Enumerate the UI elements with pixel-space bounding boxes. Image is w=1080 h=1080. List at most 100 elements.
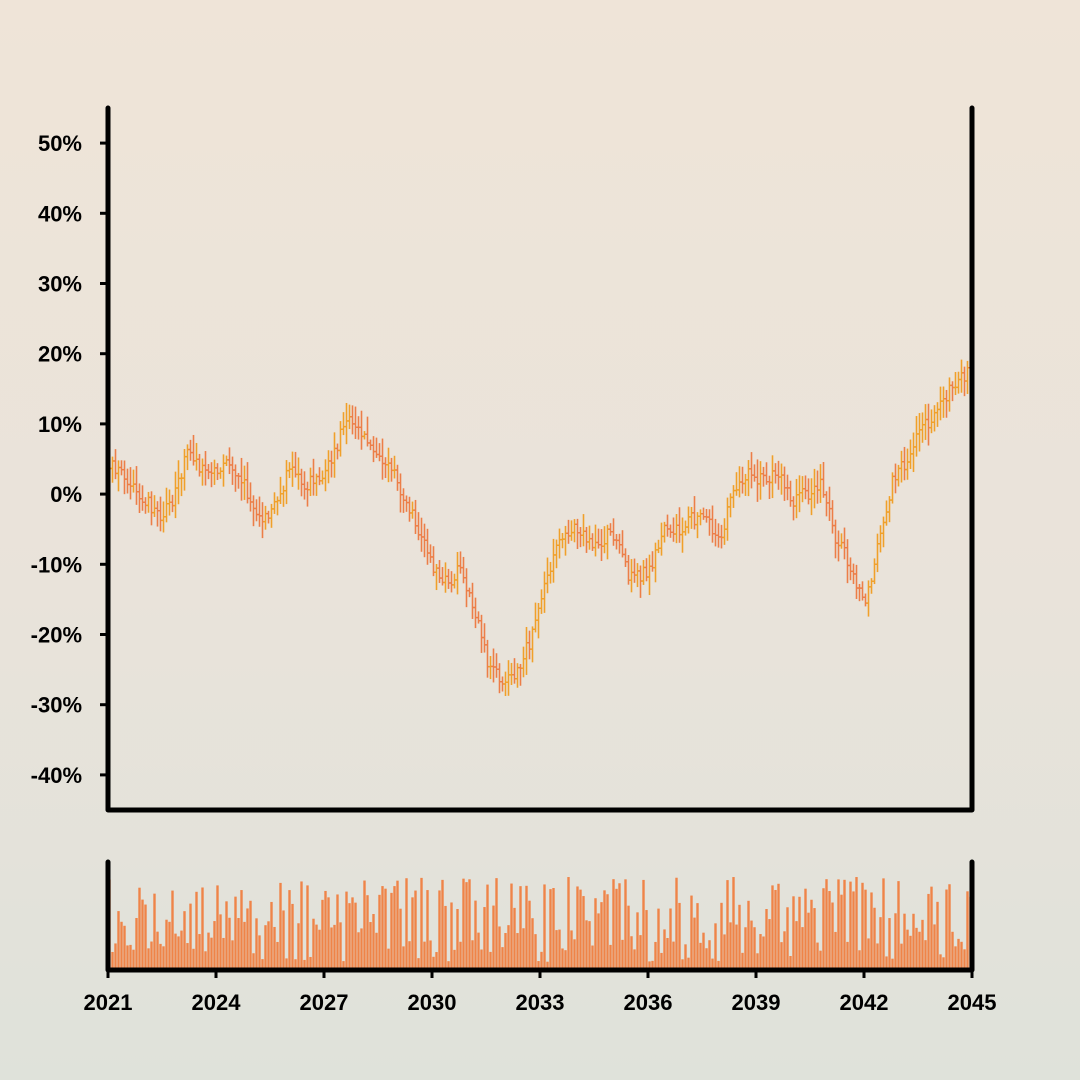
ohlc-bar [404, 495, 409, 512]
ohlc-bar [494, 653, 499, 678]
volume-bar [630, 936, 633, 970]
ohlc-bar [665, 514, 670, 537]
volume-bar [777, 883, 780, 970]
ohlc-bar [941, 386, 946, 418]
volume-bar [801, 927, 804, 970]
ohlc-bar [767, 475, 772, 500]
ohlc-bar [296, 457, 301, 490]
ohlc-bar [275, 496, 280, 516]
ohlc-bar [710, 505, 715, 543]
ohlc-bar [959, 359, 964, 393]
ohlc-bar [608, 523, 613, 536]
ohlc-bar [509, 662, 514, 686]
ohlc-bar [482, 623, 487, 653]
ohlc-bar [140, 485, 145, 511]
ohlc-bar [917, 413, 922, 452]
ohlc-bar [641, 560, 646, 585]
ohlc-bar [632, 558, 637, 583]
ohlc-bar [683, 520, 688, 536]
volume-bar [258, 935, 261, 970]
volume-bar [843, 879, 846, 970]
ohlc-bar [179, 473, 184, 497]
volume-bar [144, 904, 147, 970]
ohlc-bar [335, 443, 340, 460]
ohlc-bar [491, 648, 496, 683]
ohlc-bar [839, 533, 844, 549]
x-tick-label: 2042 [840, 990, 889, 1015]
volume-bar [453, 949, 456, 970]
ohlc-bar [707, 509, 712, 536]
volume-bar [639, 935, 642, 970]
ohlc-bar [299, 468, 304, 497]
ohlc-bar [416, 512, 421, 541]
volume-bar [204, 951, 207, 970]
ohlc-bar [566, 519, 571, 544]
volume-bar [870, 892, 873, 970]
ohlc-bar [761, 466, 766, 487]
ohlc-bar [311, 458, 316, 496]
ohlc-bar [245, 462, 250, 504]
volume-bar [462, 878, 465, 970]
volume-bar [444, 905, 447, 970]
volume-bar [309, 956, 312, 970]
ohlc-bar [278, 476, 283, 505]
ohlc-bar [212, 459, 217, 485]
ohlc-bar [131, 469, 136, 493]
volume-bar [489, 951, 492, 970]
ohlc-bar [815, 470, 820, 504]
volume-bar [966, 891, 969, 970]
volume-bar [927, 893, 930, 970]
ohlc-bar [485, 639, 490, 678]
volume-bar [831, 902, 834, 970]
ohlc-bar [182, 448, 187, 491]
ohlc-bar [935, 402, 940, 427]
ohlc-bar [926, 403, 931, 446]
volume-bar [276, 941, 279, 970]
volume-bar [168, 921, 171, 970]
volume-bar [468, 879, 471, 970]
volume-bar [900, 943, 903, 970]
ohlc-bar [488, 655, 493, 680]
volume-bar [960, 941, 963, 970]
ohlc-bar [449, 571, 454, 593]
volume-bar [534, 934, 537, 970]
ohlc-bar [323, 459, 328, 492]
volume-bar [291, 903, 294, 970]
volume-bar [924, 940, 927, 970]
volume-bar [513, 907, 516, 970]
volume-bar [381, 886, 384, 970]
ohlc-bar [188, 439, 193, 461]
volume-bar [387, 948, 390, 970]
volume-bar [507, 925, 510, 970]
ohlc-bar [620, 530, 625, 558]
volume-bar [150, 941, 153, 970]
price-axes-frame [105, 105, 975, 813]
volume-bar [447, 961, 450, 970]
volume-bar [510, 883, 513, 970]
ohlc-bar [116, 460, 121, 492]
ohlc-bar [455, 551, 460, 595]
volume-bar [936, 901, 939, 970]
volume-bar [939, 954, 942, 970]
volume-bar [363, 880, 366, 970]
ohlc-bar [647, 554, 652, 596]
volume-bar [207, 932, 210, 970]
volume-bar [177, 936, 180, 970]
ohlc-bar [392, 455, 397, 479]
volume-bar [342, 961, 345, 970]
ohlc-bar [809, 478, 814, 516]
volume-bar [459, 941, 462, 970]
ohlc-bar [671, 517, 676, 542]
ohlc-bar [563, 525, 568, 556]
x-tick-label: 2036 [624, 990, 673, 1015]
volume-bar [372, 914, 375, 970]
ohlc-bar [881, 516, 886, 548]
ohlc-bar [842, 527, 847, 560]
y-tick-label: 30% [38, 272, 82, 297]
ohlc-bar [569, 520, 574, 541]
ohlc-bar [572, 519, 577, 543]
volume-bar [393, 886, 396, 970]
volume-bar [825, 879, 828, 970]
ohlc-bar [668, 524, 673, 538]
ohlc-bar [362, 431, 367, 440]
